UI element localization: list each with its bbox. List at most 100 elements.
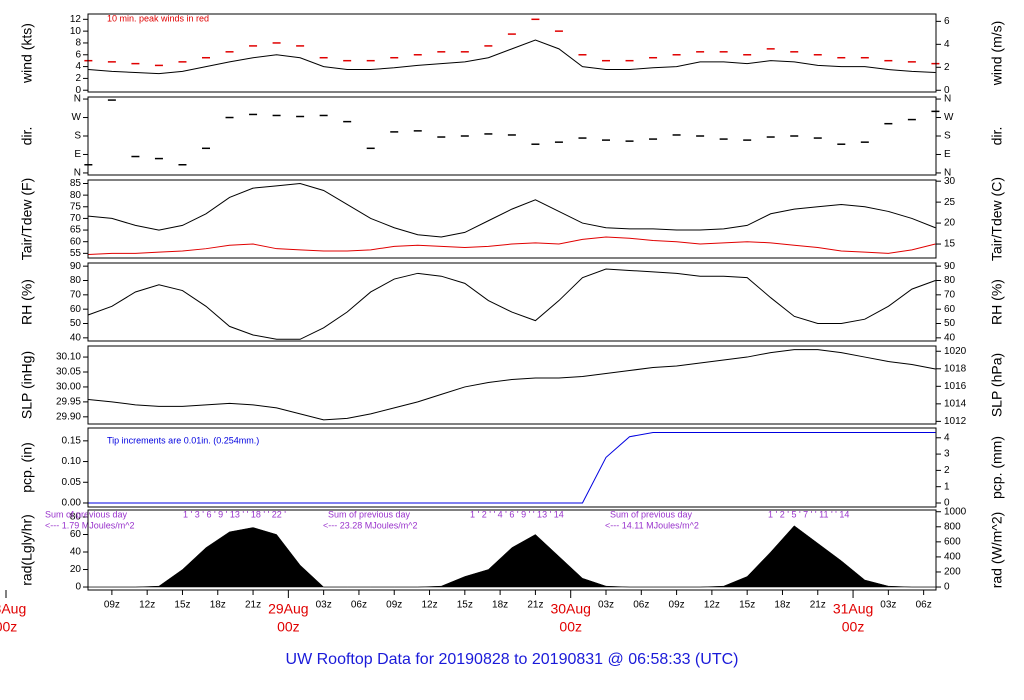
y2-tick-label: 600 — [944, 536, 961, 547]
chart-title: UW Rooftop Data for 20190828 to 20190831… — [286, 651, 739, 668]
y-tick-label: 12 — [70, 14, 82, 25]
date-label-hour: 00z — [277, 619, 300, 635]
x-tick-label: 12z — [421, 600, 437, 611]
y2-axis-title: SLP (hPa) — [989, 353, 1005, 417]
line — [88, 182, 936, 238]
y-tick-label: 0.00 — [62, 498, 82, 509]
y2-tick-label: 0 — [944, 498, 950, 509]
y2-tick-label: 25 — [944, 197, 956, 208]
y-tick-label: S — [74, 131, 81, 142]
y2-tick-label: 1018 — [944, 363, 967, 374]
y-axis-title: RH (%) — [19, 279, 35, 325]
line — [88, 432, 936, 504]
annotation: Sum of previous day — [328, 509, 411, 519]
y-tick-label: 30.10 — [56, 352, 81, 363]
x-tick-label: 06z — [633, 600, 649, 611]
y2-tick-label: 1016 — [944, 381, 967, 392]
y-tick-label: 75 — [70, 201, 82, 212]
y-tick-label: 80 — [70, 190, 82, 201]
y-tick-label: 0.15 — [62, 435, 82, 446]
y-tick-label: 20 — [70, 564, 82, 575]
y2-tick-label: 800 — [944, 521, 961, 532]
y2-tick-label: 60 — [944, 304, 956, 315]
panel-frame — [87, 262, 937, 342]
y2-tick-label: 4 — [944, 39, 950, 50]
y-axis-title: SLP (inHg) — [19, 351, 35, 419]
x-tick-label: 18z — [774, 600, 790, 611]
y-axis-title: pcp. (in) — [19, 442, 35, 493]
y-axis-title: wind (kts) — [19, 23, 35, 84]
y-tick-label: 0 — [75, 582, 81, 593]
x-tick-label: 12z — [139, 600, 155, 611]
y2-axis-title: rad (W/m^2) — [989, 512, 1005, 589]
line — [88, 268, 936, 340]
y-tick-label: 6 — [75, 49, 81, 60]
x-tick-label: 15z — [174, 600, 190, 611]
y2-tick-label: 80 — [944, 275, 956, 286]
y-tick-label: 80 — [70, 512, 82, 523]
date-label-hour: 00z — [0, 619, 17, 635]
x-tick-label: 09z — [669, 600, 685, 611]
y-tick-label: 30.05 — [56, 367, 81, 378]
y-tick-label: 0.10 — [62, 456, 82, 467]
y2-tick-label: 6 — [944, 16, 950, 27]
annotation: Sum of previous day — [45, 509, 128, 519]
y-tick-label: 40 — [70, 332, 82, 343]
y2-tick-label: S — [944, 131, 951, 142]
y-tick-label: E — [74, 149, 81, 160]
y2-tick-label: 1012 — [944, 416, 967, 427]
y2-tick-label: 70 — [944, 289, 956, 300]
y-tick-label: 55 — [70, 248, 82, 259]
x-tick-label: 03z — [316, 600, 332, 611]
y2-axis-title: pcp. (mm) — [989, 436, 1005, 499]
y-axis-title: dir. — [19, 127, 35, 146]
line — [88, 236, 936, 256]
date-label-hour: 00z — [842, 619, 865, 635]
y-tick-label: 0 — [75, 85, 81, 96]
y2-tick-label: 15 — [944, 239, 956, 250]
annotation: 1 ' 3 ' 6 ' 9 ' 13 ' ' 18 ' ' 22 ' — [183, 509, 286, 519]
date-label: 31Aug — [833, 601, 873, 617]
y-tick-label: 70 — [70, 213, 82, 224]
y2-tick-label: 3 — [944, 449, 950, 460]
annotation: Sum of previous day — [610, 509, 693, 519]
y-tick-label: 8 — [75, 38, 81, 49]
x-tick-label: 03z — [880, 600, 896, 611]
y2-tick-label: 1014 — [944, 398, 967, 409]
annotation: <--- 23.28 MJoules/m^2 — [323, 520, 418, 530]
y-tick-label: 70 — [70, 289, 82, 300]
y2-tick-label: 2 — [944, 465, 950, 476]
y-tick-label: 10 — [70, 26, 82, 37]
x-tick-label: 03z — [598, 600, 614, 611]
y2-tick-label: 90 — [944, 261, 956, 272]
x-tick-label: 18z — [210, 600, 226, 611]
annotation: 10 min. peak winds in red — [107, 13, 209, 23]
date-label-hour: 00z — [559, 619, 582, 635]
y-tick-label: 60 — [70, 304, 82, 315]
y-tick-label: N — [74, 168, 81, 179]
panel-frame — [87, 345, 937, 425]
x-tick-label: 21z — [810, 600, 826, 611]
annotation: <--- 14.11 MJoules/m^2 — [605, 520, 699, 530]
y2-tick-label: 20 — [944, 218, 956, 229]
y-tick-label: 29.95 — [56, 397, 81, 408]
y2-tick-label: 4 — [944, 432, 950, 443]
y-tick-label: 90 — [70, 261, 82, 272]
x-tick-label: 06z — [916, 600, 932, 611]
y-tick-label: W — [72, 112, 82, 123]
x-tick-label: 21z — [527, 600, 543, 611]
y-tick-label: 85 — [70, 178, 82, 189]
date-label: 30Aug — [550, 601, 590, 617]
annotation: Tip increments are 0.01in. (0.254mm.) — [107, 435, 259, 445]
panel-frame — [87, 509, 937, 591]
y-tick-label: 50 — [70, 318, 82, 329]
x-tick-label: 12z — [704, 600, 720, 611]
y2-tick-label: 1000 — [944, 506, 967, 517]
y-tick-label: 80 — [70, 275, 82, 286]
y2-axis-title: RH (%) — [989, 279, 1005, 325]
panel-frame — [87, 13, 937, 93]
annotation: 1 ' 2 ' 5 ' 7 ' ' 11 ' ' 14 — [768, 509, 849, 519]
panel-frame — [87, 179, 937, 259]
line — [88, 39, 936, 75]
y-tick-label: 29.90 — [56, 411, 81, 422]
